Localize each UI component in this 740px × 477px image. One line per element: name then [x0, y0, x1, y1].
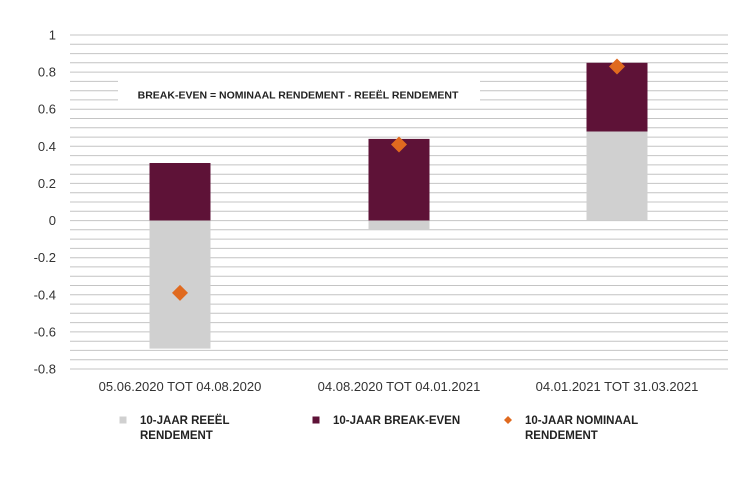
bar-reeel [368, 220, 430, 230]
legend-item: 10-JAAR NOMINAAL RENDEMENT [504, 415, 638, 442]
annotation: BREAK-EVEN = NOMINAAL RENDEMENT - REEËL … [118, 80, 480, 108]
y-tick-label: 1 [49, 28, 56, 43]
legend: 10-JAAR REEËL RENDEMENT 10-JAAR BREAK-EVEN… [119, 414, 638, 442]
legend-swatch [119, 416, 127, 424]
legend-item: 10-JAAR BREAK-EVEN [312, 415, 460, 427]
marker-nominaal [391, 136, 407, 153]
x-category-label: 04.01.2021 TOT 31.03.2021 [536, 379, 699, 394]
marker-nominaal [609, 58, 625, 75]
marker-nominaal [172, 284, 188, 301]
x-category-label: 05.06.2020 TOT 04.08.2020 [99, 379, 262, 394]
legend-label: RENDEMENT [525, 430, 598, 442]
y-tick-label: 0 [49, 213, 56, 228]
legend-swatch [504, 416, 512, 424]
annotation-box [118, 80, 480, 108]
bar-reeel [586, 131, 648, 221]
legend-label: RENDEMENT [140, 430, 213, 442]
bar-reeel [149, 220, 211, 349]
annotation-text: BREAK-EVEN = NOMINAAL RENDEMENT - REEËL … [138, 89, 459, 102]
bar-break-even [368, 138, 430, 221]
y-tick-label: -0.8 [34, 362, 56, 377]
y-axis: -0.8 -0.6 -0.4 -0.2 0 0.2 0.4 0.6 0.8 1 [34, 28, 56, 377]
y-tick-label: -0.6 [34, 324, 56, 339]
y-tick-label: 0.2 [38, 176, 56, 191]
markers [172, 58, 625, 301]
y-tick-label: -0.2 [34, 250, 56, 265]
legend-label: 10-JAAR REEËL [140, 414, 229, 427]
x-axis: 05.06.2020 TOT 04.08.2020 04.08.2020 TOT … [99, 379, 699, 394]
legend-label: 10-JAAR NOMINAAL [525, 415, 638, 427]
legend-item: 10-JAAR REEËL RENDEMENT [119, 414, 229, 442]
y-tick-label: 0.8 [38, 65, 56, 80]
legend-label: 10-JAAR BREAK-EVEN [333, 415, 460, 427]
y-tick-label: -0.4 [34, 287, 56, 302]
y-tick-label: 0.4 [38, 139, 56, 154]
legend-swatch [312, 416, 320, 424]
x-category-label: 04.08.2020 TOT 04.01.2021 [318, 379, 481, 394]
bar-break-even [149, 163, 211, 221]
y-tick-label: 0.6 [38, 102, 56, 117]
